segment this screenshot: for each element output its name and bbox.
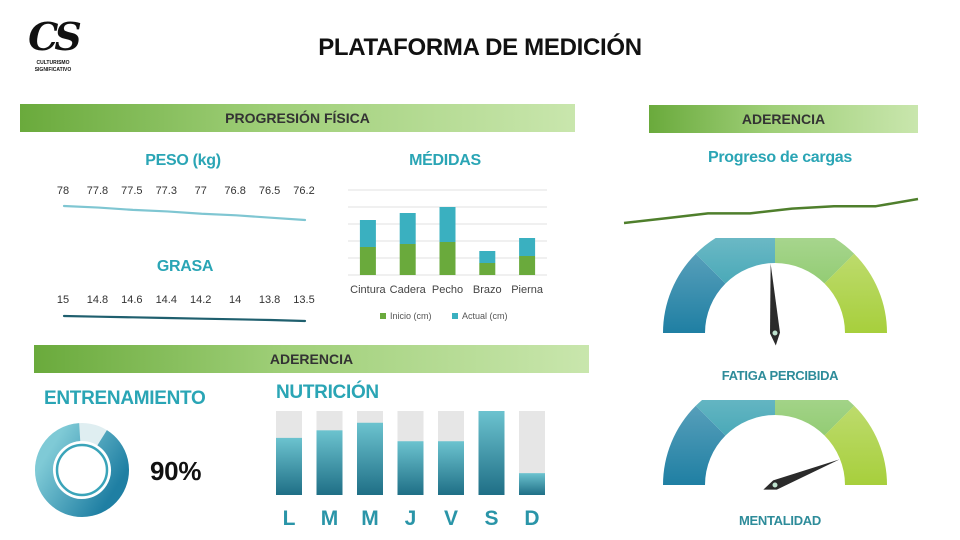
- section-title-aderencia-top: ADERENCIA: [741, 111, 826, 127]
- fatiga-needle: [770, 263, 780, 346]
- progreso-title: Progreso de cargas: [708, 149, 852, 166]
- grasa-chart: 15 14.8 14.6 14.4 14.2 14 13.8 13.5: [57, 294, 315, 323]
- section-band-aderencia-mid: ADERENCIA: [34, 345, 589, 373]
- peso-data-label: 77.8: [87, 185, 108, 197]
- mentalidad-gauge: [663, 400, 887, 490]
- section-title-progresion: PROGRESIÓN FÍSICA: [225, 110, 370, 126]
- fatiga-gauge-segment: [695, 238, 775, 284]
- medidas-legend-swatch: [380, 313, 386, 319]
- mentalidad-gauge-segment: [663, 405, 726, 485]
- entrenamiento-donut: [35, 422, 129, 517]
- section-title-aderencia-mid: ADERENCIA: [269, 351, 354, 367]
- entrenamiento-donut-inner-ring: [55, 443, 109, 497]
- mentalidad-title: MENTALIDAD: [739, 513, 821, 528]
- medidas-bar-actual: [479, 251, 496, 263]
- nutricion-bar: [438, 441, 464, 495]
- section-band-aderencia-top: ADERENCIA: [649, 105, 918, 133]
- fatiga-gauge-segment: [824, 253, 887, 333]
- peso-title: PESO (kg): [145, 152, 221, 169]
- nutricion-tick-label: D: [524, 507, 539, 530]
- grasa-data-label: 14.2: [190, 294, 211, 306]
- grasa-data-label: 13.8: [259, 294, 280, 306]
- nutricion-bar: [397, 441, 424, 495]
- medidas-legend-entry: Actual (cm): [462, 311, 508, 321]
- medidas-legend-entry: Inicio (cm): [390, 311, 432, 321]
- medidas-bar-inicio: [399, 244, 416, 275]
- logo-line2: SIGNIFICATIVO: [34, 67, 72, 73]
- nutricion-tick-label: J: [405, 507, 417, 530]
- medidas-tick-label: Pecho: [432, 284, 463, 296]
- mentalidad-needle: [763, 459, 840, 490]
- nutricion-tick-label: V: [444, 507, 458, 530]
- medidas-bar-inicio: [439, 242, 456, 275]
- peso-line: [62, 204, 307, 222]
- nutricion-bar: [276, 437, 302, 495]
- medidas-tick-label: Pierna: [511, 284, 544, 296]
- nutricion-title: NUTRICIÓN: [276, 382, 379, 403]
- medidas-chart: Cintura Cadera Pecho Brazo Pierna Inicio (cm)…: [348, 189, 547, 321]
- peso-data-label: 77.5: [121, 185, 142, 197]
- progreso-line: [623, 197, 919, 225]
- nutricion-tick-label: S: [484, 507, 498, 530]
- peso-data-label: 77: [195, 185, 207, 197]
- grasa-data-label: 13.5: [293, 294, 314, 306]
- medidas-bar-actual: [439, 207, 456, 242]
- medidas-tick-label: Brazo: [473, 284, 502, 296]
- fatiga-needle-hub: [771, 329, 779, 337]
- peso-data-label: 77.3: [156, 185, 177, 197]
- medidas-bar-actual: [519, 238, 536, 256]
- entrenamiento-donut-center: [59, 447, 105, 493]
- nutricion-bar: [478, 411, 505, 495]
- peso-data-label: 76.5: [259, 185, 280, 197]
- medidas-bar-inicio: [479, 263, 496, 275]
- nutricion-bar: [357, 422, 383, 495]
- medidas-bar-actual: [359, 220, 376, 247]
- peso-data-label: 76.2: [293, 185, 314, 197]
- medidas-tick-label: Cadera: [390, 284, 427, 296]
- fatiga-gauge: [663, 238, 887, 346]
- grasa-data-label: 14.4: [156, 294, 177, 306]
- mentalidad-gauge-segment: [775, 400, 855, 436]
- mentalidad-gauge-segment: [695, 400, 775, 436]
- nutricion-bar: [316, 430, 343, 495]
- nutricion-tick-label: L: [283, 507, 296, 530]
- page-title: PLATAFORMA DE MEDICIÓN: [318, 34, 642, 61]
- grasa-data-label: 14.8: [87, 294, 108, 306]
- medidas-tick-label: Cintura: [350, 284, 386, 296]
- medidas-bar-actual: [399, 213, 416, 244]
- grasa-data-label: 14.6: [121, 294, 142, 306]
- nutricion-tick-label: M: [361, 507, 379, 530]
- medidas-bar-inicio: [519, 256, 536, 275]
- logo: CS CULTURISMO SIGNIFICATIVO: [24, 14, 82, 80]
- grasa-data-label: 15: [57, 294, 69, 306]
- entrenamiento-donut-value: [35, 422, 129, 517]
- medidas-title: MÉDIDAS: [409, 152, 481, 169]
- fatiga-gauge-segment: [663, 253, 726, 333]
- nutricion-tick-label: M: [321, 507, 339, 530]
- grasa-data-label: 14: [229, 294, 241, 306]
- logo-line1: CULTURISMO: [36, 60, 70, 66]
- grasa-line: [62, 314, 307, 323]
- medidas-bar-inicio: [359, 247, 376, 275]
- logo-monogram: CS: [28, 14, 82, 59]
- peso-data-label: 78: [57, 185, 69, 197]
- peso-data-label: 76.8: [224, 185, 245, 197]
- nutricion-bar: [519, 473, 545, 495]
- section-band-progresion: PROGRESIÓN FÍSICA: [20, 104, 575, 132]
- mentalidad-needle-hub: [771, 481, 779, 489]
- medidas-legend-swatch: [452, 313, 458, 319]
- entrenamiento-title: ENTRENAMIENTO: [44, 388, 206, 409]
- fatiga-gauge-segment: [775, 238, 855, 284]
- progreso-chart: [623, 197, 919, 225]
- peso-chart: 78 77.8 77.5 77.3 77 76.8 76.5 76.2: [57, 185, 315, 222]
- fatiga-title: FATIGA PERCIBIDA: [721, 368, 839, 383]
- mentalidad-gauge-segment: [824, 405, 887, 485]
- grasa-title: GRASA: [156, 258, 214, 275]
- entrenamiento-value: 90%: [150, 456, 202, 486]
